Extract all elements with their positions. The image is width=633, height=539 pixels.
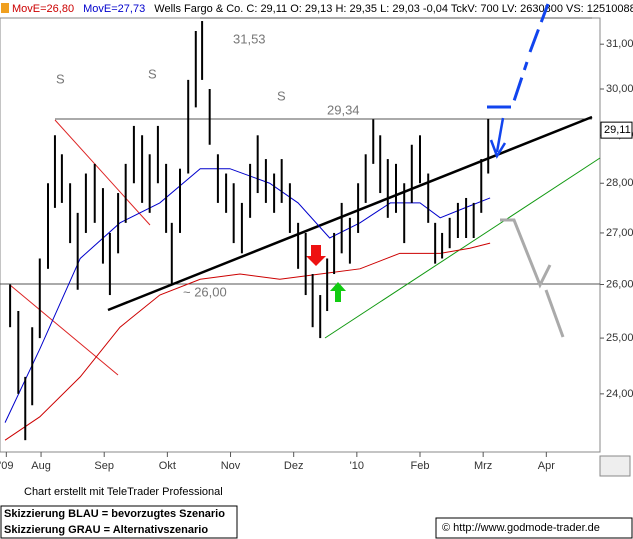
trend-line — [107, 115, 593, 312]
x-tick-label: Aug — [31, 460, 51, 472]
annotation: S — [56, 71, 65, 86]
annotation: S — [277, 88, 286, 103]
last-price-box — [600, 121, 633, 139]
x-tick-label: Okt — [159, 460, 176, 472]
legend-entry: MovE=27,73 — [83, 3, 145, 15]
sell-arrow — [306, 245, 326, 266]
moving-average — [4, 168, 491, 423]
y-tick-label: 31,00 — [606, 38, 633, 50]
scenario-blue — [487, 61, 529, 109]
chart-title: Wells Fargo & Co. C: 29,11 O: 29,13 H: 2… — [154, 3, 633, 15]
moving-average — [4, 242, 491, 441]
x-tick-label: Dez — [284, 460, 304, 472]
note-box — [0, 505, 238, 539]
buy-arrow — [330, 282, 346, 302]
copyright-box — [435, 517, 633, 539]
scenario-blue — [528, 3, 550, 53]
header-icon — [1, 3, 9, 13]
header: MovE=26,80 MovE=27,73 Wells Fargo & Co. … — [12, 3, 633, 15]
x-tick-label: Mrz — [474, 460, 492, 472]
annotation: 29,34 — [327, 102, 360, 117]
red-line — [54, 119, 151, 226]
credit: Chart erstellt mit TeleTrader Profession… — [24, 486, 223, 498]
red-line — [9, 284, 119, 376]
scenario-gray — [500, 218, 552, 289]
annotation: 31,53 — [233, 31, 266, 46]
y-tick-label: 24,00 — [606, 388, 633, 400]
scenario-blue — [489, 139, 507, 159]
drawings — [0, 3, 631, 477]
annotation: S — [148, 66, 157, 81]
x-tick-label: Sep — [94, 460, 114, 472]
legend-entry: MovE=26,80 — [12, 3, 74, 15]
scenario-blue — [495, 117, 505, 153]
scenario-gray — [544, 289, 565, 338]
annotation: ~ 26,00 — [183, 284, 227, 299]
copyright: © http://www.godmode-trader.de — [442, 522, 600, 534]
trend-line — [324, 157, 601, 339]
y-tick-label: 28,00 — [606, 177, 633, 189]
note: Skizzierung BLAU = bevorzugtes Szenario — [4, 508, 225, 520]
scroll-icon — [599, 455, 631, 477]
y-tick-label: 27,00 — [606, 227, 633, 239]
y-tick-label: 30,00 — [606, 83, 633, 95]
note: Skizzierung GRAU = Alternativszenario — [4, 524, 208, 536]
y-tick-label: 25,00 — [606, 332, 633, 344]
x-tick-label: Apr — [538, 460, 555, 472]
x-tick-label: '10 — [350, 460, 364, 472]
x-tick-label: '09 — [0, 460, 13, 472]
last-price: 29,11 — [604, 124, 631, 136]
x-tick-label: Nov — [221, 460, 241, 472]
y-tick-label: 26,00 — [606, 278, 633, 290]
x-tick-label: Feb — [411, 460, 430, 472]
